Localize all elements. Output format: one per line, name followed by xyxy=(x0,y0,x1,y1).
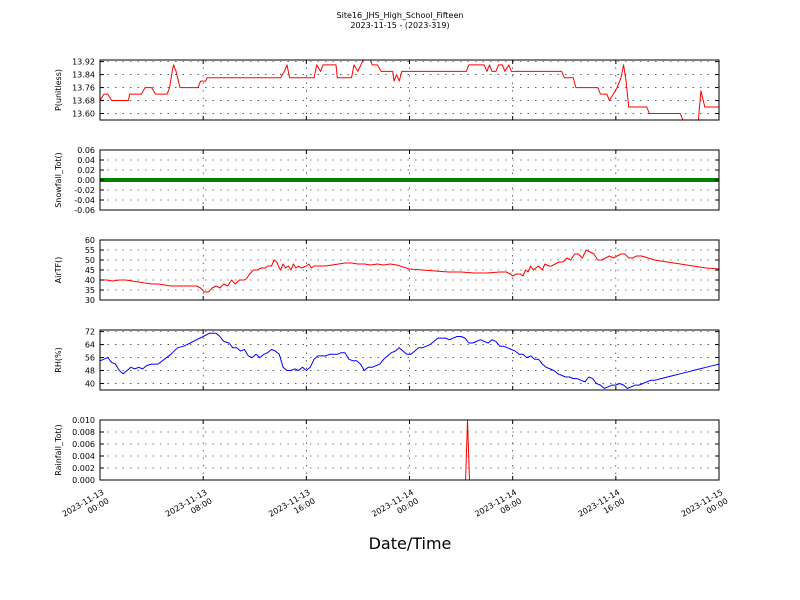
panel-2-ytick-label-4: 40 xyxy=(85,276,95,285)
panel-1-ytick-label-5: -0.04 xyxy=(74,196,95,205)
panel-3-ytick-label-0: 72 xyxy=(85,328,95,337)
panel-3-ytick-label-2: 56 xyxy=(85,354,95,363)
panel-0-ytick-label-3: 13.68 xyxy=(72,97,95,106)
panel-0-series-line xyxy=(99,59,719,121)
panel-4-ytick-label-5: 0.000 xyxy=(72,476,95,485)
panel-2-ytick-label-6: 30 xyxy=(85,296,95,305)
panel-3-series-line xyxy=(99,332,720,389)
x-axis-label: Date/Time xyxy=(368,534,452,553)
chart-title: Site16_JHS_High_School_Fifteen xyxy=(336,11,464,20)
panel-2-ytick-label-5: 35 xyxy=(85,286,95,295)
panel-3-ytick-label-1: 64 xyxy=(85,341,95,350)
panel-2-ytick-label-3: 45 xyxy=(85,266,95,275)
panel-3-ylabel: RH(%) xyxy=(54,347,63,372)
panel-1-ytick-label-0: 0.06 xyxy=(77,146,95,155)
panel-1-ytick-label-3: 0.00 xyxy=(77,176,95,185)
panel-3-ytick-label-4: 40 xyxy=(85,380,95,389)
chart-subtitle: 2023-11-15 - (2023-319) xyxy=(350,21,450,30)
panel-2-ytick-label-2: 50 xyxy=(85,256,95,265)
panel-0-ytick-label-2: 13.76 xyxy=(72,84,95,93)
panel-1: 0.060.040.020.00-0.02-0.04-0.06 Snowfall_… xyxy=(54,146,720,215)
panel-4-ylabel: Rainfall_Tot() xyxy=(54,424,63,476)
panel-0-ytick-label-4: 13.60 xyxy=(72,110,95,119)
panel-0: 13.92 13.84 13.76 13.68 13.60 P(unitless) xyxy=(54,58,720,121)
panel-2-ytick-label-0: 60 xyxy=(85,236,95,245)
panel-1-ylabel: Snowfall_Tot() xyxy=(54,152,63,208)
panel-4-ytick-label-2: 0.006 xyxy=(72,440,95,449)
panel-3: 72 64 56 48 40 RH(%) xyxy=(54,328,720,391)
panel-4-ytick-label-3: 0.004 xyxy=(72,452,95,461)
panel-1-ytick-label-1: 0.04 xyxy=(77,156,95,165)
panel-4: 0.010 0.008 0.006 0.004 0.002 0.000 Rainfall_T… xyxy=(54,416,720,485)
panel-3-ytick-label-3: 48 xyxy=(85,367,95,376)
panel-0-ylabel: P(unitless) xyxy=(54,69,63,111)
panel-2-ytick-label-1: 55 xyxy=(85,246,95,255)
panel-1-ytick-label-2: 0.02 xyxy=(77,166,95,175)
panel-4-ytick-label-1: 0.008 xyxy=(72,428,95,437)
panel-0-ytick-label-0: 13.92 xyxy=(72,58,95,67)
panel-0-ytick-label-1: 13.84 xyxy=(72,71,95,80)
panel-1-ytick-label-4: -0.02 xyxy=(74,186,95,195)
panel-2-series-line xyxy=(100,249,720,293)
panel-2-ylabel: AirTF() xyxy=(54,257,63,284)
panel-4-ytick-label-0: 0.010 xyxy=(72,416,95,425)
panel-1-ytick-label-6: -0.06 xyxy=(74,206,95,215)
panel-4-ytick-label-4: 0.002 xyxy=(72,464,95,473)
